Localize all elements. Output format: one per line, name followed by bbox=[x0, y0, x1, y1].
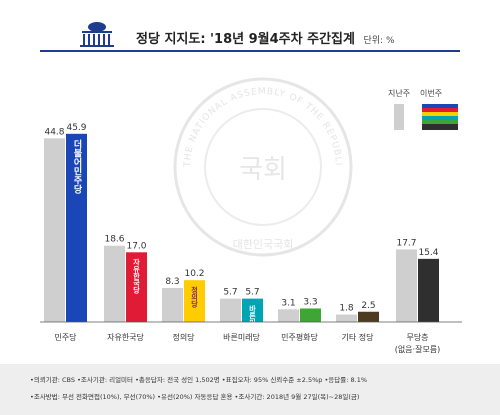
party-logo-text: 자유한국당 bbox=[133, 257, 141, 294]
bar-previous bbox=[162, 287, 183, 322]
title-underline bbox=[40, 50, 460, 52]
chart-title-text: 정당 지지도: '18년 9월4주차 주간집계 bbox=[136, 32, 355, 47]
value-label-previous: 3.1 bbox=[281, 298, 295, 308]
bar-previous bbox=[220, 298, 241, 322]
chart-title: 정당 지지도: '18년 9월4주차 주간집계 단위: % bbox=[136, 28, 395, 47]
value-label-previous: 18.6 bbox=[104, 235, 124, 245]
bar-previous bbox=[396, 249, 417, 322]
category-sublabel: (없음·잘모름) bbox=[395, 345, 441, 354]
bar-current bbox=[300, 308, 321, 322]
bar-current bbox=[184, 280, 205, 322]
bar-current bbox=[242, 298, 263, 322]
value-label-current: 5.7 bbox=[245, 288, 259, 298]
category-label: 민주당 bbox=[54, 332, 77, 342]
bar-current bbox=[418, 258, 439, 322]
category-label: 자유한국당 bbox=[107, 332, 144, 342]
value-label-previous: 8.3 bbox=[165, 277, 179, 287]
bar-previous bbox=[104, 245, 125, 322]
bar-current bbox=[358, 311, 379, 322]
value-label-previous: 1.8 bbox=[339, 304, 354, 314]
value-label-current: 3.3 bbox=[303, 297, 317, 307]
value-label-previous: 5.7 bbox=[223, 288, 237, 298]
bar-current bbox=[126, 252, 147, 322]
header: 정당 지지도: '18년 9월4주차 주간집계 단위: % bbox=[0, 0, 500, 62]
bar-previous bbox=[336, 314, 357, 322]
value-label-previous: 44.8 bbox=[44, 127, 64, 137]
legend-current-label: 이번주 bbox=[420, 89, 443, 98]
category-label: 바른미래당 bbox=[223, 332, 260, 342]
watermark-bottom-text: 대한민국국회 bbox=[233, 238, 294, 251]
footer-survey-info: •의뢰기관: CBS •조사기관: 리얼미터 •총응답자: 전국 성인 1,50… bbox=[30, 376, 368, 384]
category-label: 민주평화당 bbox=[281, 332, 318, 342]
value-label-current: 2.5 bbox=[361, 301, 375, 311]
legend-previous-swatch bbox=[394, 104, 404, 130]
legend-previous-label: 지난주 bbox=[388, 89, 411, 98]
national-assembly-seal-watermark: THE NATIONAL ASSEMBLY OF THE REPUBLIC OF… bbox=[168, 72, 353, 257]
party-logo-text: 정의당 bbox=[191, 285, 199, 308]
category-label: 기타 정당 bbox=[342, 332, 375, 342]
party-logo-text: 더불어민주당 bbox=[72, 139, 82, 195]
value-label-current: 10.2 bbox=[184, 269, 204, 279]
value-label-current: 17.0 bbox=[126, 241, 146, 251]
legend-current-swatch bbox=[422, 104, 458, 130]
category-label: 정의당 bbox=[172, 332, 195, 342]
unit-label: 단위: % bbox=[363, 36, 395, 46]
bar-previous bbox=[278, 309, 299, 322]
value-label-previous: 17.7 bbox=[396, 238, 416, 248]
legend: 지난주 이번주 bbox=[388, 88, 478, 136]
watermark-center-text: 국회 bbox=[239, 155, 287, 185]
category-label: 무당층 bbox=[406, 332, 428, 342]
value-label-current: 15.4 bbox=[418, 248, 438, 258]
footer-survey-method: •조사방법: 무선 전화면접(10%), 무선(70%) •유선(20%) 자동… bbox=[30, 393, 360, 401]
bar-current bbox=[66, 133, 87, 322]
footer: •의뢰기관: CBS •조사기관: 리얼미터 •총응답자: 전국 성인 1,50… bbox=[0, 364, 500, 415]
bar-previous bbox=[44, 138, 65, 322]
national-assembly-logo bbox=[80, 22, 114, 47]
value-label-current: 45.9 bbox=[66, 123, 86, 133]
